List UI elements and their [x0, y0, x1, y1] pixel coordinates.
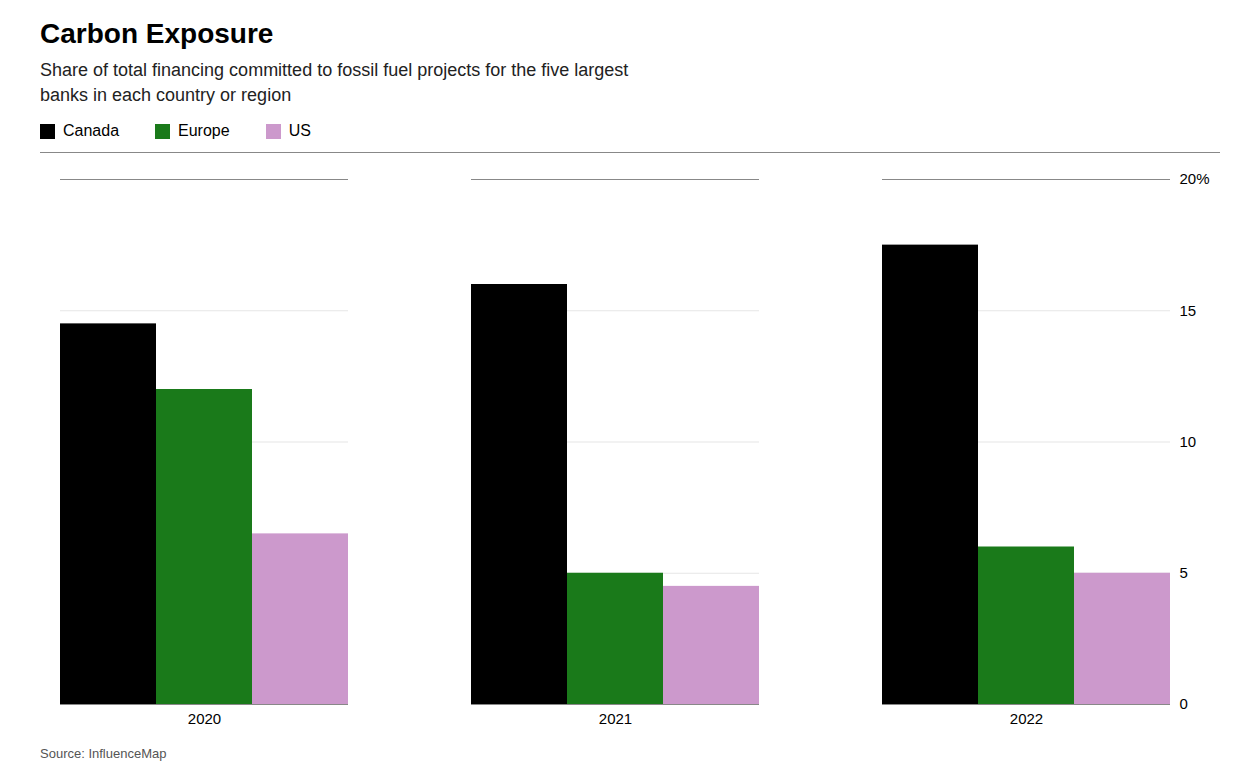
svg-text:2021: 2021	[599, 710, 632, 727]
svg-text:20%: 20%	[1180, 170, 1210, 187]
svg-text:5: 5	[1180, 564, 1188, 581]
html-text:US: US	[288, 122, 311, 139]
svg-text:0: 0	[1180, 695, 1188, 712]
svg-text:2020: 2020	[188, 710, 221, 727]
svg-text:10: 10	[1180, 433, 1197, 450]
html-text:Source: InfluenceMap: Source: InfluenceMap	[40, 746, 167, 761]
svg-text:15: 15	[1180, 302, 1197, 319]
html-text:Carbon Exposure: Carbon Exposure	[40, 18, 274, 49]
html-text:Share of total financing commi: Share of total financing committed to fo…	[40, 60, 629, 80]
svg-text:2022: 2022	[1010, 710, 1043, 727]
html-text:banks in each country or regio: banks in each country or region	[40, 85, 292, 105]
html-text:Europe: Europe	[178, 122, 230, 139]
html-text:Canada: Canada	[63, 122, 119, 139]
